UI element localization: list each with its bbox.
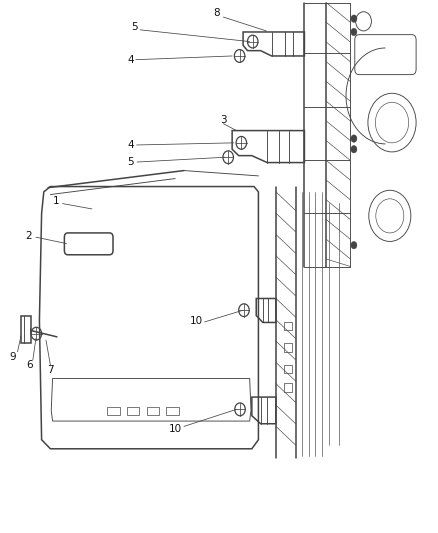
Text: 4: 4	[127, 55, 134, 64]
Text: 9: 9	[10, 352, 17, 362]
Text: 4: 4	[127, 140, 134, 150]
Text: 6: 6	[26, 360, 33, 370]
Text: 7: 7	[47, 366, 54, 375]
Text: 2: 2	[25, 231, 32, 240]
Text: 1: 1	[53, 197, 60, 206]
Circle shape	[351, 135, 357, 142]
Text: 10: 10	[169, 424, 182, 434]
Text: 5: 5	[131, 22, 138, 31]
Text: 8: 8	[213, 9, 220, 18]
Circle shape	[351, 15, 357, 22]
Text: 5: 5	[127, 157, 134, 167]
Circle shape	[351, 146, 357, 153]
Text: 3: 3	[220, 115, 227, 125]
Circle shape	[351, 241, 357, 249]
Circle shape	[351, 28, 357, 36]
Text: 10: 10	[190, 316, 203, 326]
